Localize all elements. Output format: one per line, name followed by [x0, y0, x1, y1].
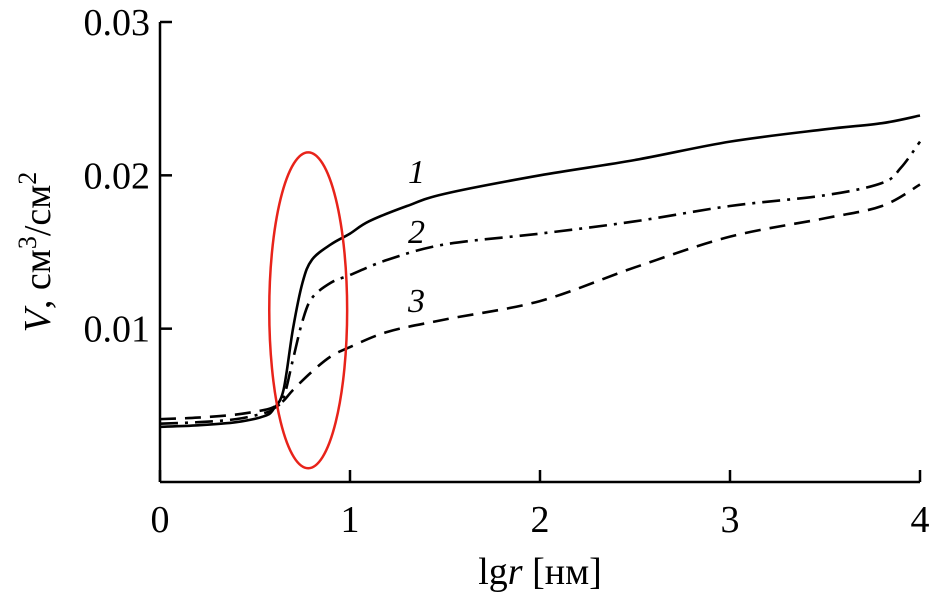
- y-tick-label: 0.03: [84, 2, 151, 44]
- axes: [158, 22, 920, 484]
- series-2-line: [159, 140, 922, 426]
- x-axis-label: lgr [нм]: [478, 551, 602, 593]
- curve-label-2: 2: [408, 214, 425, 251]
- ticks: 0 1 2 3 4 0.01 0.02 0.03: [84, 2, 930, 541]
- x-tick-label: 1: [341, 499, 360, 541]
- x-tick-label: 2: [531, 499, 550, 541]
- series-layer: [159, 114, 922, 429]
- x-tick-label: 0: [151, 499, 170, 541]
- y-tick-label: 0.01: [84, 309, 151, 351]
- annotation-layer: [268, 151, 349, 470]
- curve-label-3: 3: [407, 283, 425, 320]
- curve-labels: 1 2 3: [407, 154, 425, 320]
- y-axis-label: V, см3/см2: [13, 172, 60, 333]
- series-3-line: [159, 183, 921, 421]
- x-tick-label: 4: [911, 499, 930, 541]
- curve-label-1: 1: [408, 154, 425, 191]
- x-tick-label: 3: [721, 499, 740, 541]
- highlight-ellipse: [268, 151, 349, 470]
- y-tick-label: 0.02: [84, 155, 151, 197]
- series-1-line: [159, 114, 921, 429]
